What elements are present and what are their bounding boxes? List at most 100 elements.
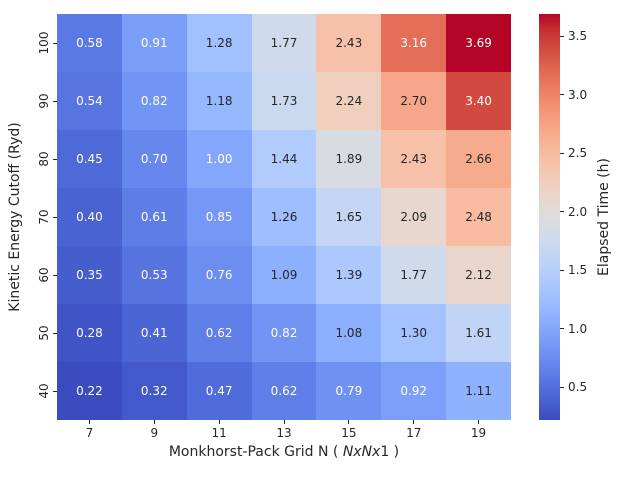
colorbar-tick-label: 2.5 — [568, 146, 588, 161]
colorbar-tick-label: 1.5 — [568, 263, 588, 278]
colorbar-tick-label: 1.0 — [568, 321, 588, 336]
colorbar-tickmark — [560, 386, 564, 388]
y-tick-label: 80 — [37, 151, 51, 167]
heatmap-cell: 3.40 — [446, 72, 511, 130]
heatmap-cell: 0.41 — [121, 304, 187, 362]
y-tickmark — [53, 42, 57, 44]
x-tickmark — [88, 420, 90, 424]
cell-value: 0.45 — [76, 152, 103, 166]
x-tick-label: 19 — [470, 426, 487, 440]
cell-value: 2.43 — [400, 152, 428, 166]
colorbar-tick-label: 0.5 — [568, 380, 588, 395]
cell-value: 1.44 — [270, 152, 298, 166]
heatmap-cell: 1.39 — [316, 246, 382, 304]
cell-value: 1.89 — [335, 152, 363, 166]
y-tickmark — [53, 332, 57, 334]
heatmap-cell: 0.47 — [186, 362, 252, 420]
cell-value: 3.69 — [465, 36, 492, 50]
x-axis-label: Monkhorst-Pack Grid N ( NxNx1 ) — [57, 444, 511, 460]
cell-value: 0.28 — [76, 326, 103, 340]
cell-value: 0.41 — [140, 326, 168, 340]
x-tick-label: 15 — [341, 426, 357, 440]
cell-value: 2.70 — [400, 94, 428, 108]
heatmap-cell: 3.16 — [381, 14, 447, 72]
y-tick-label: 40 — [37, 383, 51, 399]
heatmap-cell: 2.66 — [446, 130, 511, 188]
cell-value: 1.26 — [270, 210, 298, 224]
cell-value: 1.08 — [335, 326, 363, 340]
cell-value: 1.11 — [465, 384, 492, 398]
cell-value: 0.62 — [205, 326, 233, 340]
heatmap-cell: 0.22 — [57, 362, 122, 420]
heatmap-cell: 1.08 — [316, 304, 382, 362]
cell-value: 0.82 — [270, 326, 298, 340]
cell-value: 2.43 — [335, 36, 363, 50]
heatmap-cell: 3.69 — [446, 14, 511, 72]
x-tick-label: 17 — [406, 426, 422, 440]
colorbar-tickmark — [560, 152, 564, 154]
cell-value: 1.18 — [205, 94, 233, 108]
heatmap-cell: 1.73 — [251, 72, 317, 130]
cell-value: 0.76 — [205, 268, 233, 282]
x-tickmark — [218, 420, 220, 424]
heatmap-cell: 1.30 — [381, 304, 447, 362]
heatmap-cell: 0.54 — [57, 72, 122, 130]
cell-value: 0.53 — [140, 268, 168, 282]
cell-value: 0.82 — [140, 94, 168, 108]
cell-value: 1.77 — [270, 36, 298, 50]
heatmap-cell: 0.62 — [251, 362, 317, 420]
colorbar-label: Elapsed Time (h) — [596, 158, 612, 276]
heatmap-cell: 0.82 — [251, 304, 317, 362]
cell-value: 0.32 — [140, 384, 168, 398]
x-axis-label-suffix: 1 ) — [380, 444, 400, 460]
heatmap-cell: 0.79 — [316, 362, 382, 420]
cell-value: 0.58 — [76, 36, 103, 50]
y-tickmark — [53, 216, 57, 218]
cell-value: 0.54 — [76, 94, 103, 108]
cell-value: 1.61 — [465, 326, 492, 340]
heatmap-cell: 0.28 — [57, 304, 122, 362]
heatmap-cell: 0.85 — [186, 188, 252, 246]
heatmap-cell: 1.11 — [446, 362, 511, 420]
cell-value: 3.16 — [400, 36, 428, 50]
heatmap-cell: 0.92 — [381, 362, 447, 420]
heatmap-cell: 2.12 — [446, 246, 511, 304]
heatmap-cell: 2.43 — [381, 130, 447, 188]
heatmap-cell: 1.00 — [186, 130, 252, 188]
y-tick-label: 100 — [37, 31, 51, 55]
heatmap-cell: 2.48 — [446, 188, 511, 246]
cell-value: 0.91 — [140, 36, 168, 50]
x-tick-label: 9 — [150, 426, 159, 440]
x-tick-label: 11 — [211, 426, 227, 440]
heatmap-cell: 1.89 — [316, 130, 382, 188]
cell-value: 3.40 — [465, 94, 492, 108]
x-tickmark — [348, 420, 350, 424]
cell-value: 1.30 — [400, 326, 428, 340]
heatmap-cell: 0.76 — [186, 246, 252, 304]
heatmap-cell: 0.61 — [121, 188, 187, 246]
heatmap-cell: 0.45 — [57, 130, 122, 188]
heatmap-cell: 0.70 — [121, 130, 187, 188]
y-tick-label: 50 — [37, 325, 51, 341]
x-axis-label-italic-text: NxNx — [342, 444, 381, 460]
heatmap-cell: 0.35 — [57, 246, 122, 304]
y-tick-label: 90 — [37, 93, 51, 109]
y-tickmark — [53, 158, 57, 160]
colorbar-tickmark — [560, 94, 564, 96]
cell-value: 1.77 — [400, 268, 428, 282]
cell-value: 0.79 — [335, 384, 363, 398]
cell-value: 2.48 — [465, 210, 492, 224]
y-tickmark — [53, 274, 57, 276]
colorbar-tickmark — [560, 211, 564, 213]
y-tickmark — [53, 390, 57, 392]
colorbar-tick-label: 3.0 — [568, 87, 588, 102]
x-tickmark — [283, 420, 285, 424]
cell-value: 0.62 — [270, 384, 298, 398]
x-axis-label-text: Monkhorst-Pack Grid N ( — [168, 444, 343, 460]
colorbar-tickmark — [560, 328, 564, 330]
cell-value: 2.66 — [465, 152, 492, 166]
colorbar-tickmark — [560, 269, 564, 271]
y-tick-label: 60 — [37, 267, 51, 283]
heatmap-cell: 1.26 — [251, 188, 317, 246]
